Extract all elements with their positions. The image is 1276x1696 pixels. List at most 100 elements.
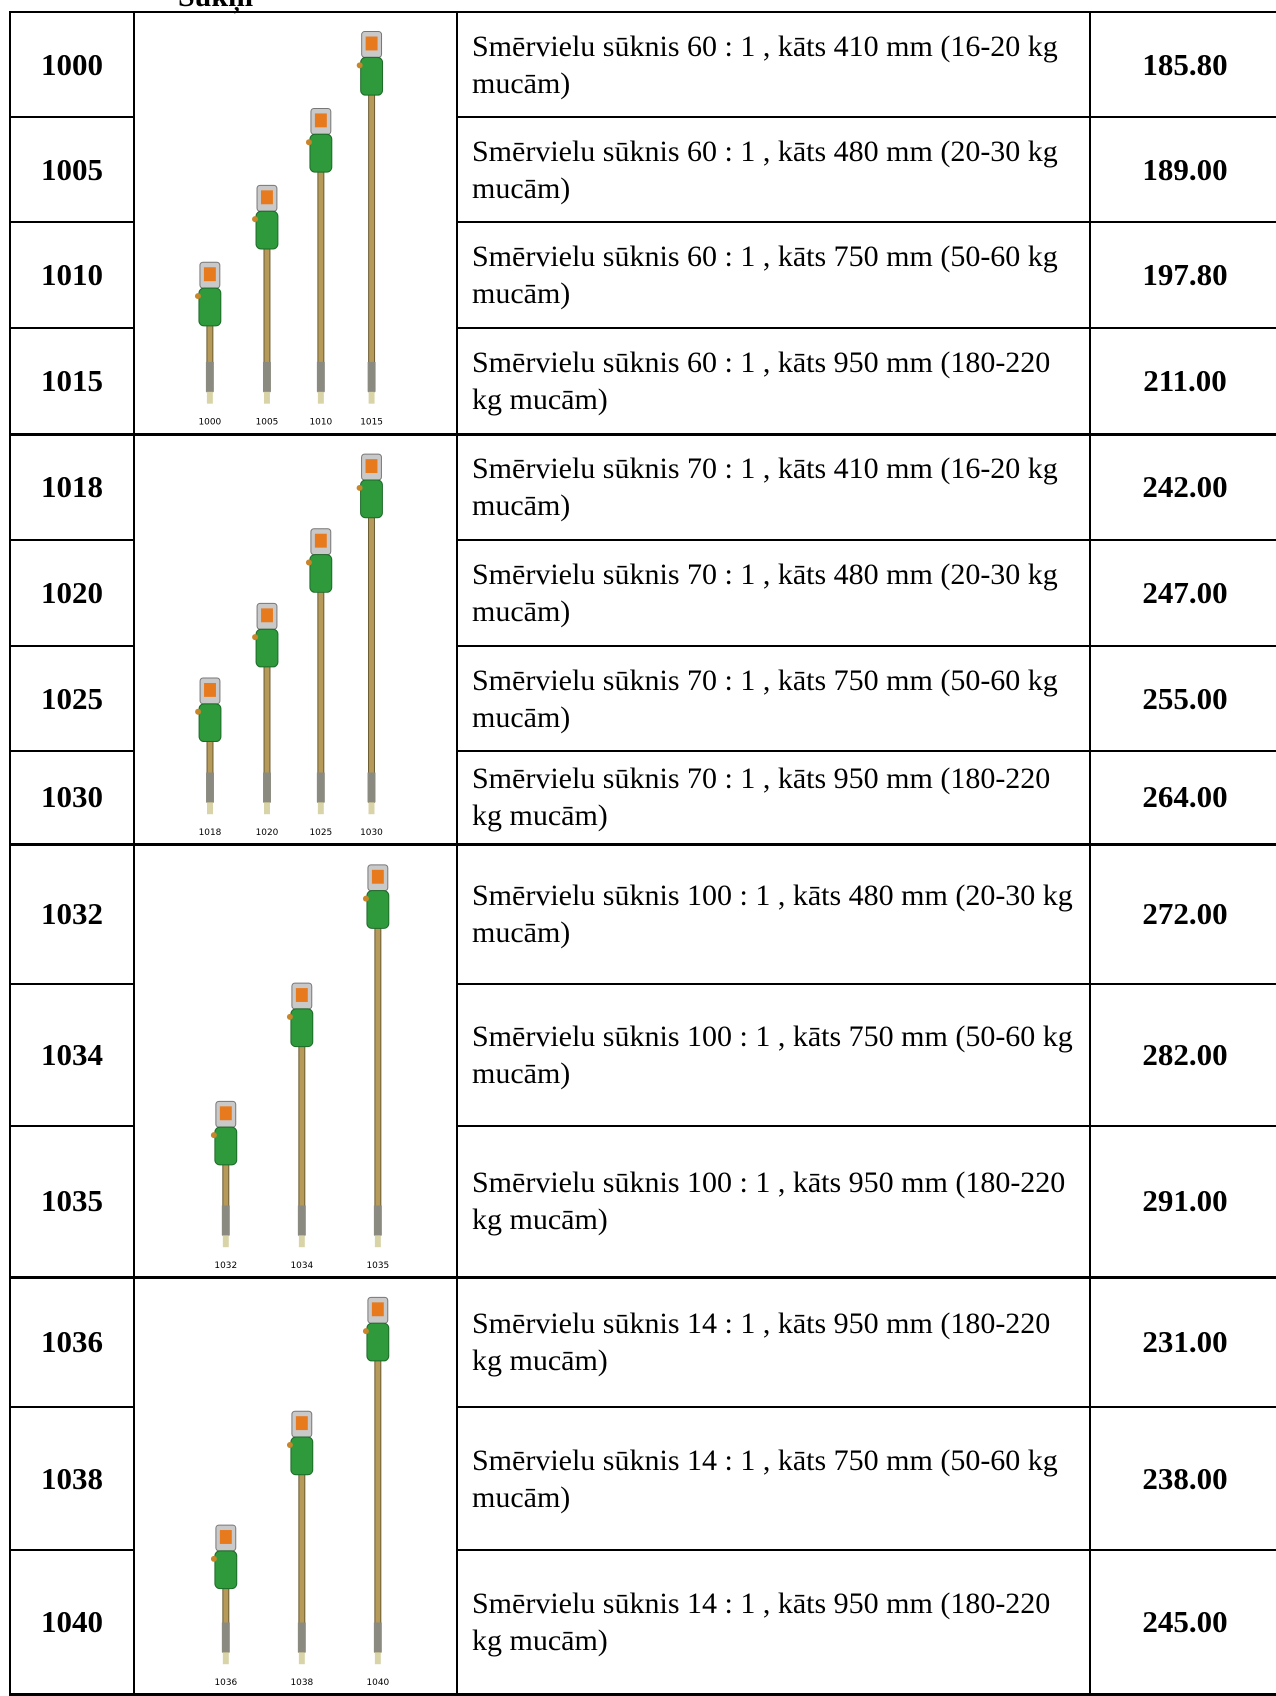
product-price: 189.00: [1090, 117, 1276, 222]
pump-valve: [363, 1328, 369, 1334]
pump-body: [291, 1008, 313, 1046]
product-description: Smērvielu sūknis 100 : 1 , kāts 950 mm (…: [457, 1126, 1090, 1277]
product-description: Smērvielu sūknis 14 : 1 , kāts 950 mm (1…: [457, 1550, 1090, 1694]
image-label: 1025: [309, 828, 332, 838]
pump-tip: [264, 392, 270, 404]
pump-label-tag: [204, 267, 216, 281]
image-label: 1020: [256, 828, 279, 838]
pump-valve: [306, 559, 312, 565]
pump-foot: [368, 362, 376, 392]
pump-valve: [252, 634, 258, 640]
pump-valve: [357, 62, 363, 68]
pump-tip: [318, 392, 324, 404]
product-code: 1032: [10, 844, 134, 984]
pump-tip: [318, 802, 324, 814]
pump-valve: [252, 216, 258, 222]
product-description: Smērvielu sūknis 60 : 1 , kāts 750 mm (5…: [457, 222, 1090, 328]
pump-body: [361, 57, 383, 95]
pump-body: [310, 554, 332, 592]
image-label: 1015: [360, 418, 383, 428]
pump-valve: [357, 484, 363, 490]
pump-foot: [263, 362, 271, 392]
pump-tip: [299, 1652, 305, 1664]
product-price: 245.00: [1090, 1550, 1276, 1694]
pump-label-tag: [296, 988, 308, 1002]
pump-label-tag: [296, 1416, 308, 1430]
pump-label-tag: [315, 113, 327, 127]
pump-foot: [374, 1205, 382, 1235]
pump-valve: [287, 1442, 293, 1448]
image-label: 1030: [360, 828, 383, 838]
pump-label-tag: [372, 1302, 384, 1316]
product-description: Smērvielu sūknis 70 : 1 , kāts 950 mm (1…: [457, 751, 1090, 844]
product-description: Smērvielu sūknis 60 : 1 , kāts 480 mm (2…: [457, 117, 1090, 222]
pump-foot: [222, 1205, 230, 1235]
pump-body: [291, 1437, 313, 1475]
pump-foot: [206, 362, 214, 392]
pump-tip: [264, 802, 270, 814]
product-code: 1035: [10, 1126, 134, 1277]
pump-label-tag: [366, 459, 378, 473]
pump-tip: [207, 392, 213, 404]
pump-foot: [317, 772, 325, 802]
pump-body: [256, 629, 278, 667]
pump-label-tag: [220, 1530, 232, 1544]
pump-valve: [195, 293, 201, 299]
product-description: Smērvielu sūknis 14 : 1 , kāts 750 mm (5…: [457, 1407, 1090, 1550]
pump-label-tag: [372, 869, 384, 883]
pump-valve: [363, 895, 369, 901]
product-price: 197.80: [1090, 222, 1276, 328]
pump-label-tag: [261, 190, 273, 204]
pump-tip: [375, 1235, 381, 1247]
pump-body: [199, 703, 221, 741]
image-label: 1032: [214, 1261, 237, 1271]
pump-foot: [298, 1622, 306, 1652]
pump-body: [367, 890, 389, 928]
pump-body: [215, 1550, 237, 1588]
pump-tip: [375, 1652, 381, 1664]
pump-label-tag: [220, 1106, 232, 1120]
pump-foot: [374, 1622, 382, 1652]
image-label: 1038: [290, 1678, 313, 1688]
product-price: 185.80: [1090, 12, 1276, 117]
pump-body: [199, 288, 221, 326]
pump-valve: [211, 1555, 217, 1561]
pump-foot: [222, 1622, 230, 1652]
product-price: 291.00: [1090, 1126, 1276, 1277]
pump-foot: [317, 362, 325, 392]
product-price: 282.00: [1090, 984, 1276, 1126]
table-row: 10181018102010251030Smērvielu sūknis 70 …: [10, 434, 1276, 540]
pump-tip: [299, 1235, 305, 1247]
pump-valve: [211, 1132, 217, 1138]
pump-label-tag: [261, 608, 273, 622]
pump-tip: [207, 802, 213, 814]
product-description: Smērvielu sūknis 60 : 1 , kāts 950 mm (1…: [457, 328, 1090, 434]
product-description: Smērvielu sūknis 70 : 1 , kāts 410 mm (1…: [457, 434, 1090, 540]
pump-foot: [298, 1205, 306, 1235]
product-price: 255.00: [1090, 646, 1276, 751]
product-code: 1018: [10, 434, 134, 540]
product-description: Smērvielu sūknis 70 : 1 , kāts 750 mm (5…: [457, 646, 1090, 751]
product-code: 1020: [10, 540, 134, 646]
product-price: 211.00: [1090, 328, 1276, 434]
product-image: 103210341035: [134, 844, 457, 1277]
product-code: 1025: [10, 646, 134, 751]
pump-body: [367, 1323, 389, 1361]
pump-foot: [206, 772, 214, 802]
product-code: 1005: [10, 117, 134, 222]
pump-body: [256, 211, 278, 249]
pump-tip: [369, 392, 375, 404]
product-code: 1038: [10, 1407, 134, 1550]
image-label: 1010: [309, 418, 332, 428]
product-description: Smērvielu sūknis 60 : 1 , kāts 410 mm (1…: [457, 12, 1090, 117]
pump-rod: [375, 924, 381, 1235]
